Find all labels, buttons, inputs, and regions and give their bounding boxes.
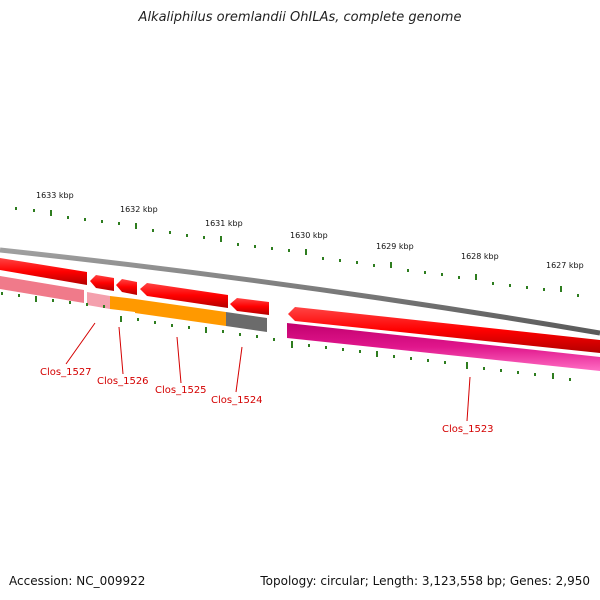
scale-label: 1631 kbp <box>205 219 243 228</box>
gene-feature-red[interactable] <box>0 258 87 285</box>
gene-feature-clos-1525[interactable] <box>135 299 226 326</box>
scale-label: 1633 kbp <box>36 191 74 200</box>
gene-feature-red[interactable] <box>140 283 228 308</box>
leader-lines <box>65 322 471 422</box>
gene-feature-red[interactable] <box>288 307 600 353</box>
forward-features <box>0 258 600 353</box>
gene-label-clos-1526[interactable]: Clos_1526 <box>97 376 149 387</box>
scale-label: 1630 kbp <box>290 231 328 240</box>
gene-feature-clos-1524[interactable] <box>226 312 267 332</box>
scale-label: 1627 kbp <box>546 261 584 270</box>
gene-feature-red[interactable] <box>116 279 137 295</box>
gene-feature-clos-1526[interactable] <box>110 296 135 312</box>
scale-label: 1629 kbp <box>376 242 414 251</box>
scale-label: 1632 kbp <box>120 205 158 214</box>
gene-feature-clos-1523[interactable] <box>287 323 600 371</box>
gene-label-clos-1527[interactable]: Clos_1527 <box>40 367 92 378</box>
genome-summary-text: Topology: circular; Length: 3,123,558 bp… <box>260 574 590 588</box>
inner-ruler <box>1 292 571 381</box>
outer-ruler <box>15 207 579 297</box>
gene-label-clos-1525[interactable]: Clos_1525 <box>155 385 207 396</box>
gene-label-clos-1524[interactable]: Clos_1524 <box>211 395 263 406</box>
gene-feature-clos-1527-b[interactable] <box>87 292 110 309</box>
gene-feature-red[interactable] <box>90 275 114 291</box>
reverse-features <box>0 276 600 371</box>
scale-label: 1628 kbp <box>461 252 499 261</box>
backbone-arc <box>0 247 600 336</box>
gene-feature-red[interactable] <box>230 298 269 315</box>
gene-feature-clos-1527[interactable] <box>0 276 84 303</box>
accession-text: Accession: NC_009922 <box>9 574 146 588</box>
map-title: Alkaliphilus oremlandii OhILAs, complete… <box>138 10 462 25</box>
gene-label-clos-1523[interactable]: Clos_1523 <box>442 424 494 435</box>
